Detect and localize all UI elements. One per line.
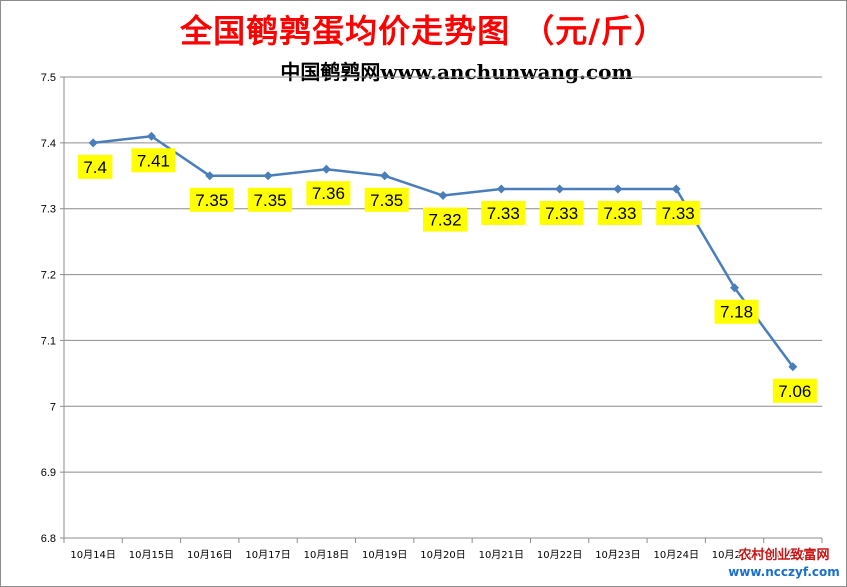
y-axis-ticks: 6.8 6.9 7 7.1 7.2 7.3 7.4 7.5 [41,72,56,545]
data-label-bg [77,154,113,179]
data-point [613,184,623,194]
data-point [555,184,565,194]
x-axis-ticks: 10月14日 10月15日 10月16日 10月17日 10月18日 10月19日 10月2… [70,549,815,561]
y-tick-label: 7.2 [41,270,56,282]
data-label-bg [364,187,409,212]
data-label: 7.41 [137,151,170,170]
x-tick-label: 10月14日 [70,549,115,561]
y-tick-label: 7 [50,401,56,413]
axes [60,76,823,543]
data-point [438,191,448,201]
series-line [93,135,794,368]
data-label: 7.4 [83,158,107,177]
watermark-url: www.ncczyf.com [728,565,840,579]
x-tick-label: 10月19日 [362,549,407,561]
data-label: 7.33 [487,204,520,223]
y-tick-label: 6.8 [41,533,56,545]
series [88,131,798,372]
data-label-bg [131,148,176,173]
x-tick-label: 10月25日 [712,549,757,561]
data-label: 7.35 [195,191,228,210]
y-tick-label: 7.3 [41,204,56,216]
data-point [205,171,215,181]
data-label-bg [189,187,234,212]
x-tick-label: 10月22日 [537,549,582,561]
data-point [496,184,506,194]
x-tick-label: 10月18日 [304,549,349,561]
data-label: 7.33 [603,204,636,223]
data-label-bg [714,299,759,324]
data-point [788,362,798,372]
x-tick-label: 10月21日 [479,549,524,561]
gridlines [64,76,822,539]
data-label: 7.33 [545,204,578,223]
data-point [671,184,681,194]
data-label-bg [772,378,817,403]
y-tick-label: 7.4 [41,138,56,150]
y-tick-label: 6.9 [41,467,56,479]
data-point [730,283,740,293]
x-tick-label: 10月16日 [187,549,232,561]
chart-title: 全国鹌鹑蛋均价走势图 （元/斤） [180,12,667,50]
data-label: 7.06 [778,382,811,401]
data-point [321,164,331,174]
y-tick-label: 7.5 [41,72,56,84]
data-point [263,171,273,181]
y-tick-label: 7.1 [41,335,56,347]
data-label-bg [481,200,526,225]
data-label-bg [656,200,701,225]
chart-subtitle: 中国鹌鹑网www.anchunwang.com [280,60,633,84]
data-label: 7.35 [370,191,403,210]
data-label: 7.18 [720,303,753,322]
data-label: 7.32 [428,211,461,230]
data-point [88,138,98,148]
x-tick-label: 10月26日 [770,549,815,561]
data-label: 7.35 [254,191,287,210]
data-label-bg [306,181,351,206]
x-tick-label: 10月23日 [595,549,640,561]
data-labels: 7.4 7.41 7.35 7.35 7.36 7.35 7.32 7.33 7.33 7.33 7… [77,148,817,403]
watermark: 农村创业致富网 www.ncczyf.com [728,548,840,580]
data-label-bg [597,200,642,225]
data-label-bg [423,207,467,232]
data-label: 7.33 [662,204,695,223]
watermark-name: 农村创业致富网 [738,548,830,563]
data-point [380,171,390,181]
x-tick-label: 10月15日 [129,549,174,561]
x-tick-label: 10月17日 [245,549,290,561]
x-tick-label: 10月20日 [420,549,465,561]
x-tick-label: 10月24日 [654,549,699,561]
data-label-bg [539,200,584,225]
data-point [146,131,156,141]
data-label: 7.36 [312,184,345,203]
data-label-bg [248,187,293,212]
